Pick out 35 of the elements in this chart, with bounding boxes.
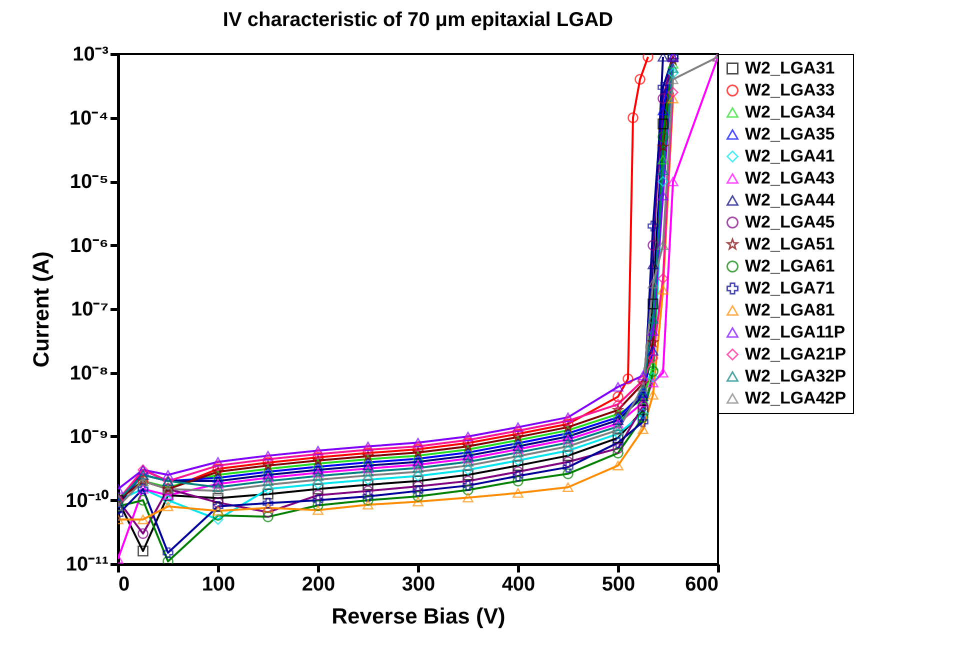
- legend-label: W2_LGA61: [745, 256, 835, 276]
- y-tick-label: 10⁻³: [72, 44, 109, 66]
- y-tick-label: 10⁻¹¹: [66, 554, 109, 576]
- chart-title: IV characteristic of 70 μm epitaxial LGAD: [222, 9, 614, 31]
- legend-label: W2_LGA44: [745, 190, 836, 210]
- y-tick-label: 10⁻¹⁰: [66, 488, 108, 512]
- legend-label: W2_LGA35: [745, 124, 835, 144]
- y-tick-label: 10⁻⁴: [69, 107, 108, 130]
- y-axis-title: Current (A): [28, 251, 54, 368]
- y-tick-label: 10⁻⁹: [70, 426, 108, 448]
- y-tick-label: 10⁻⁶: [70, 234, 108, 257]
- x-axis-title: Reverse Bias (V): [332, 604, 506, 628]
- x-tick-label: 100: [202, 574, 236, 596]
- legend-label: W2_LGA42P: [745, 388, 846, 408]
- legend-label: W2_LGA71: [745, 278, 835, 298]
- legend-label: W2_LGA43: [745, 168, 835, 188]
- legend-label: W2_LGA33: [745, 80, 835, 100]
- legend-label: W2_LGA21P: [745, 344, 846, 364]
- x-tick-label: 400: [502, 574, 536, 596]
- legend-label: W2_LGA34: [745, 102, 836, 122]
- x-tick-label: 500: [602, 574, 636, 596]
- x-tick-label: 0: [118, 574, 130, 596]
- legend-label: W2_LGA31: [745, 58, 835, 78]
- x-tick-label: 600: [685, 574, 718, 596]
- y-tick-label: 10⁻⁵: [70, 171, 108, 193]
- legend-label: W2_LGA32P: [745, 366, 846, 386]
- y-tick-label: 10⁻⁷: [71, 298, 108, 320]
- legend-label: W2_LGA51: [745, 234, 835, 254]
- x-tick-label: 200: [302, 574, 336, 596]
- legend-label: W2_LGA41: [745, 146, 835, 166]
- x-tick-label: 300: [402, 574, 436, 596]
- legend-label: W2_LGA81: [745, 300, 835, 320]
- legend-label: W2_LGA11P: [745, 322, 846, 342]
- y-tick-label: 10⁻⁸: [70, 362, 108, 384]
- legend-label: W2_LGA45: [745, 212, 835, 232]
